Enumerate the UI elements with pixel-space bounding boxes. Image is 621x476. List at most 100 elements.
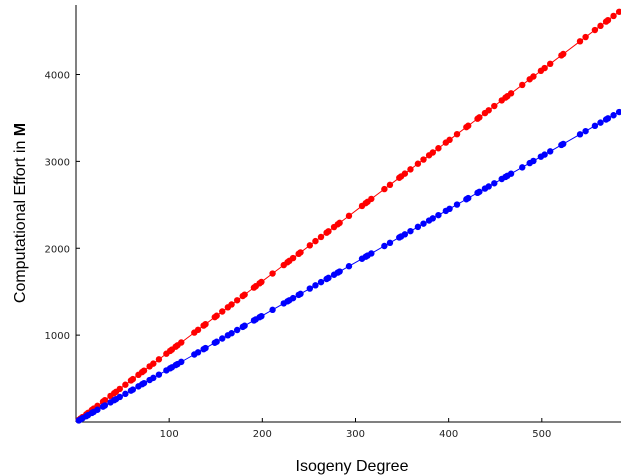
data-point [345,263,353,270]
data-point [336,268,343,275]
data-point [194,349,202,356]
data-point [213,338,220,345]
data-point [591,26,599,34]
y-axis-title-bold: M [12,123,29,136]
data-point [453,130,461,138]
data-point [381,185,388,193]
data-point [258,278,265,286]
data-point [140,379,148,387]
data-point [465,122,472,129]
data-point [150,360,157,367]
data-point [289,254,297,262]
data-point [476,114,483,121]
data-point [407,227,414,235]
data-point [297,249,304,256]
data-point [429,149,437,156]
data-point [615,8,621,15]
data-point [386,181,394,189]
x-axis-title: Isogeny Degree [296,458,409,475]
data-point [401,170,409,177]
data-point [233,297,241,304]
series-layer [75,8,621,424]
data-point [312,282,319,289]
data-point [465,194,472,202]
data-point [345,212,353,220]
data-point [597,22,604,30]
data-point [178,358,185,366]
data-point [325,274,332,282]
data-point [228,301,235,308]
x-tick-label: 500 [532,429,551,440]
data-point [336,219,343,227]
data-point [122,381,129,388]
data-point [491,102,498,110]
data-point [610,12,617,20]
data-point [325,228,332,235]
y-tick-label: 1000 [45,331,70,342]
data-point [453,201,461,208]
data-point [269,306,276,314]
data-point [597,119,604,126]
y-axis-title: Computational Effort in M [12,123,29,303]
data-point [519,164,526,171]
data-point [435,211,442,219]
data-point [202,344,209,352]
data-point [604,17,612,24]
data-point [194,326,202,334]
data-point [414,223,422,231]
data-point [547,148,554,155]
data-point [233,326,241,334]
data-point [435,145,442,152]
data-point [228,330,235,337]
data-point [582,127,589,135]
data-point [420,156,427,163]
data-point [306,242,314,249]
data-point [289,294,297,302]
data-point [297,290,304,298]
data-point [604,115,612,122]
data-point [429,215,437,222]
data-point [116,385,123,393]
data-point [155,371,163,378]
data-point [560,50,567,58]
y-tick-label: 2000 [45,244,70,255]
data-point [541,64,548,72]
data-point [576,131,584,138]
data-point [381,242,388,250]
data-point [312,237,319,245]
data-point [420,220,427,227]
data-point [317,233,325,241]
data-point [94,406,101,413]
data-point [116,393,123,401]
data-point [485,183,492,190]
data-point [219,308,226,315]
data-point [241,291,248,298]
x-tick-label: 200 [253,429,272,440]
data-point [615,108,621,116]
data-point [582,33,589,41]
data-point [368,250,375,257]
data-point [368,195,375,203]
data-point [560,140,567,148]
y-tick-label: 3000 [45,157,70,168]
data-point [591,122,599,130]
data-point [507,170,515,177]
data-point [407,166,414,173]
data-point [610,112,617,119]
data-point [576,38,584,45]
data-point [140,367,148,374]
data-point [485,107,492,114]
data-point [213,312,220,319]
data-point [476,188,483,195]
data-point [122,390,129,398]
data-point [414,160,422,167]
series-1 [75,8,621,424]
data-point [446,205,453,213]
x-tick-label: 300 [346,429,365,440]
y-tick-label: 4000 [45,71,70,82]
data-point [519,81,526,89]
x-tick-label: 100 [160,429,179,440]
data-point [386,239,394,247]
data-point [317,278,325,286]
data-point [530,73,537,80]
